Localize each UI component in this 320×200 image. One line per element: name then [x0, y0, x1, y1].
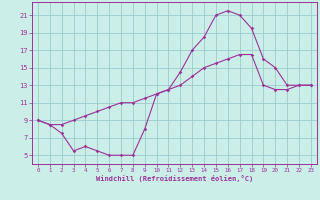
X-axis label: Windchill (Refroidissement éolien,°C): Windchill (Refroidissement éolien,°C)	[96, 175, 253, 182]
